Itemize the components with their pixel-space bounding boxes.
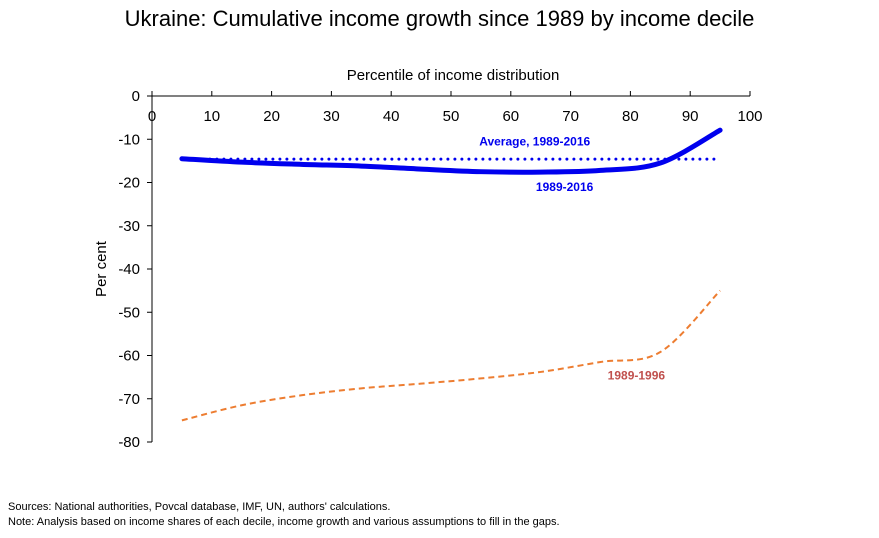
x-axis-label: Percentile of income distribution bbox=[347, 67, 560, 84]
x-tick-label: 30 bbox=[323, 108, 340, 125]
x-tick-label: 70 bbox=[562, 108, 579, 125]
x-tick-labels: 0 10 20 30 40 50 60 70 80 90 100 bbox=[148, 91, 763, 125]
x-tick-label: 10 bbox=[203, 108, 220, 125]
y-tick-label: -30 bbox=[118, 218, 140, 235]
x-tick-label: 20 bbox=[263, 108, 280, 125]
x-tick-label: 80 bbox=[622, 108, 639, 125]
y-tick-label: -70 bbox=[118, 391, 140, 408]
x-tick-label: 90 bbox=[682, 108, 699, 125]
annotations: Average, 1989-2016 1989-2016 1989-1996 bbox=[479, 135, 665, 383]
y-tick-labels: 0 -10 -20 -30 -40 -50 -60 -70 -80 bbox=[118, 88, 152, 451]
series-lines bbox=[179, 127, 723, 422]
y-tick-label: 0 bbox=[132, 88, 140, 105]
series-line-1989-1996 bbox=[181, 289, 721, 422]
series-line-1989-2016 bbox=[179, 127, 723, 175]
y-tick-label: -50 bbox=[118, 304, 140, 321]
y-tick-label: -10 bbox=[118, 131, 140, 148]
y-tick-label: -80 bbox=[118, 434, 140, 451]
x-tick-label: 0 bbox=[148, 108, 156, 125]
axes bbox=[151, 95, 750, 442]
y-tick-label: -40 bbox=[118, 261, 140, 278]
series-annotation: 1989-2016 bbox=[536, 180, 594, 194]
y-tick-label: -60 bbox=[118, 348, 140, 365]
chart-title: Ukraine: Cumulative income growth since … bbox=[124, 6, 755, 31]
series-annotation: 1989-1996 bbox=[608, 368, 666, 382]
x-tick-label: 50 bbox=[443, 108, 460, 125]
y-axis-label: Per cent bbox=[93, 240, 110, 297]
line-chart: 0 10 20 30 40 50 60 70 80 90 100 0 -10 -20 -30 -40 -50 -… bbox=[93, 67, 763, 451]
x-tick-label: 60 bbox=[502, 108, 519, 125]
analysis-note: Note: Analysis based on income shares of… bbox=[8, 516, 560, 528]
x-tick-label: 100 bbox=[737, 108, 762, 125]
y-tick-label: -20 bbox=[118, 175, 140, 192]
x-tick-label: 40 bbox=[383, 108, 400, 125]
sources-note: Sources: National authorities, Povcal da… bbox=[8, 501, 391, 513]
series-annotation: Average, 1989-2016 bbox=[479, 135, 590, 149]
